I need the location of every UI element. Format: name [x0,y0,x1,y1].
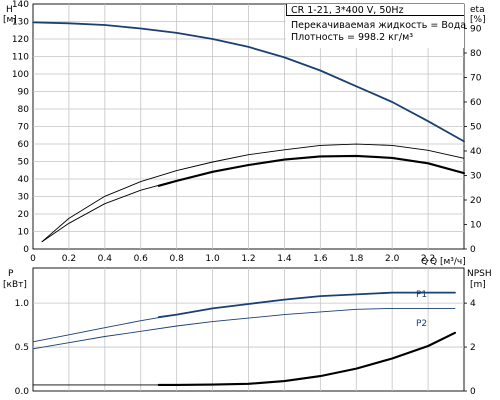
tick-label-q: 2.2 [421,254,435,264]
tick-label-q: 0.8 [170,254,185,264]
tick-label-q: 1.6 [313,254,328,264]
y-axis-label-head: H [6,5,13,15]
tick-label-eta: 80 [470,49,482,59]
tick-label-q: 1.4 [277,254,292,264]
tick-label-eta: 90 [470,25,482,35]
tick-label-head: 30 [18,193,30,203]
power-curve-1 [157,291,456,319]
tick-label-power: 0.5 [15,343,29,353]
y-axis-unit-head: [м] [3,15,17,25]
upper-tick-labels: 0 10 20 30 40 50 60 70 80 90 100 110 120 130 140 0 10 20 3… [12,0,482,264]
tick-label-head: 0 [23,245,29,255]
tick-label-head: 20 [18,210,30,220]
series-label-p1: P1 [416,290,427,300]
lower-curves [32,291,457,386]
y-axis-label-eta: eta [470,5,485,15]
y-axis-unit-npsh: [m] [470,280,486,290]
power-curve-0 [32,292,456,343]
tick-label-head: 110 [12,53,29,63]
pump-model-label: CR 1-21, 3*400 V, 50Hz [291,5,404,16]
tick-label-head: 40 [18,175,30,185]
tick-label-head: 50 [18,158,30,168]
tick-label-eta: 70 [470,74,482,84]
tick-label-head: 60 [18,140,30,150]
y-axis-label-npsh: NPSH [467,269,492,279]
efficiency-curve-3 [157,154,466,187]
npsh-curve-4 [157,331,457,386]
tick-label-head: 90 [18,88,30,98]
tick-label-head: 70 [18,123,30,133]
upper-curves [32,21,466,243]
y-axis-unit-power: [кВт] [3,280,27,290]
tick-label-eta: 60 [470,98,482,108]
tick-label-head: 10 [18,228,30,238]
tick-label-q: 1.8 [349,254,364,264]
y-axis-unit-eta: [%] [470,15,486,25]
tick-label-eta: 0 [470,245,476,255]
tick-label-q: 0.2 [62,254,76,264]
x-axis-label: Q [м³/ч] [430,257,466,267]
tick-label-head: 130 [12,18,29,28]
x-axis-end-q: Q [421,257,428,267]
tick-label-eta: 10 [470,221,482,231]
tick-label-q: 0 [30,254,36,264]
info-box [286,4,464,48]
lower-tick-labels: 0.0 0.5 1.0 0 2 4 [15,299,476,397]
tick-label-head: 120 [12,35,29,45]
tick-label-q: 0.4 [98,254,113,264]
tick-label-npsh: 0 [470,387,476,397]
series-label-p2: P2 [416,319,427,329]
efficiency-curve-1 [41,143,465,243]
tick-label-q: 1.2 [241,254,255,264]
head-curve [32,21,465,143]
tick-label-head: 140 [12,0,29,10]
efficiency-curve-2 [41,155,465,243]
tick-label-power: 0.0 [15,387,30,397]
liquid-label: Перекачиваемая жидкость = Вода [291,20,466,31]
tick-label-q: 2.0 [385,254,400,264]
lower-grid [33,268,464,391]
tick-label-q: 0.6 [134,254,149,264]
tick-label-eta: 40 [470,147,482,157]
tick-label-npsh: 4 [470,299,476,309]
y-axis-label-power: P [8,269,14,279]
tick-label-npsh: 2 [470,343,476,353]
tick-label-q: 1.0 [205,254,220,264]
tick-label-power: 1.0 [15,299,30,309]
power-curve-2 [32,307,456,350]
tick-label-head: 100 [12,70,29,80]
tick-label-eta: 20 [470,196,482,206]
density-label: Плотность = 998.2 кг/м³ [291,32,413,43]
tick-label-eta: 30 [470,172,482,182]
tick-label-head: 80 [18,105,30,115]
tick-label-eta: 50 [470,123,482,133]
